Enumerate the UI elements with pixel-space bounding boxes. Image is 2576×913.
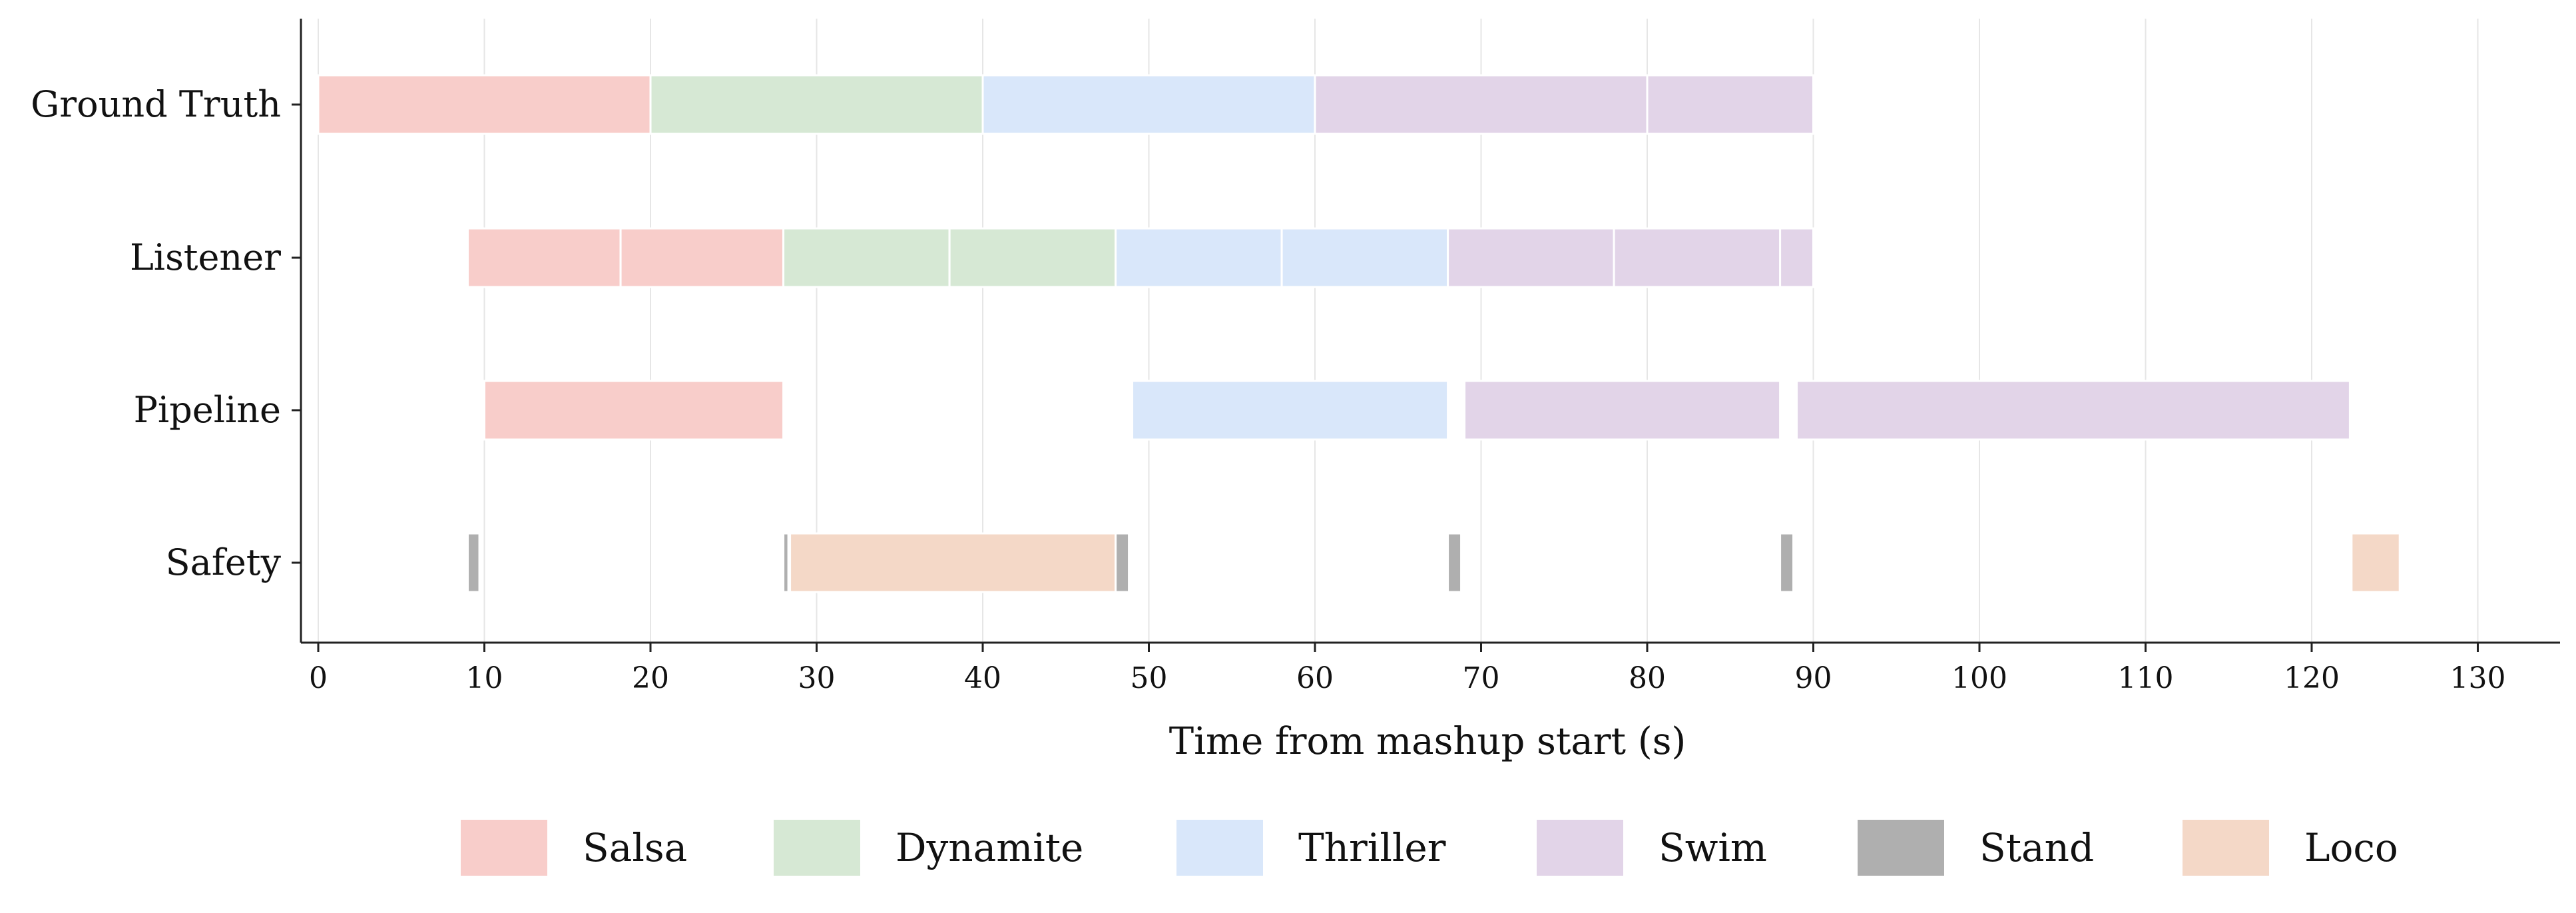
row-label: Pipeline — [134, 389, 281, 431]
x-tick-label: 130 — [2450, 661, 2506, 695]
legend-label: Salsa — [583, 825, 687, 870]
segment-bar-salsa — [619, 227, 785, 288]
segment-bar-swim — [1779, 227, 1815, 288]
legend-swatch — [1537, 820, 1623, 876]
x-tick-label: 80 — [1629, 661, 1666, 695]
legend-swatch — [1176, 820, 1263, 876]
legend-label: Loco — [2304, 825, 2398, 870]
legend-label: Swim — [1659, 825, 1767, 870]
segment-bar-dynamite — [649, 74, 984, 135]
segment-bar-salsa — [317, 74, 652, 135]
x-tick-label: 30 — [798, 661, 836, 695]
segment-bar-swim — [1613, 227, 1782, 288]
x-tick-label: 100 — [1951, 661, 2007, 695]
legend-label: Thriller — [1298, 825, 1446, 870]
segment-bar-stand — [1115, 532, 1131, 593]
x-tick-label: 120 — [2284, 661, 2340, 695]
row-label: Ground Truth — [31, 83, 281, 125]
x-tick-label: 50 — [1131, 661, 1168, 695]
legend: Salsa Dynamite Thriller Swim Stand Loco — [461, 820, 2398, 876]
segment-bar-loco — [789, 532, 1117, 593]
segment-bar-dynamite — [948, 227, 1117, 288]
x-tick-label: 110 — [2118, 661, 2174, 695]
legend-swatch — [774, 820, 860, 876]
x-tick-label: 40 — [964, 661, 1001, 695]
segment-bar-loco — [2350, 532, 2401, 593]
segment-bar-stand — [467, 532, 481, 593]
legend-swatch — [1858, 820, 1944, 876]
legend-swatch — [2183, 820, 2269, 876]
segment-bar-stand — [1779, 532, 1795, 593]
row-label: Safety — [166, 541, 282, 583]
legend-swatch — [461, 820, 547, 876]
segment-bar-stand — [1447, 532, 1463, 593]
row-label: Listener — [130, 236, 281, 278]
x-tick-label: 0 — [309, 661, 328, 695]
segment-bar-stand — [782, 532, 790, 593]
segment-bar-salsa — [467, 227, 622, 288]
segment-bar-thriller — [1280, 227, 1449, 288]
x-tick-label: 70 — [1463, 661, 1500, 695]
segment-bar-thriller — [1115, 227, 1283, 288]
segment-bar-swim — [1314, 74, 1649, 135]
segment-bar-salsa — [483, 380, 785, 441]
legend-label: Stand — [1979, 825, 2094, 870]
segment-bar-swim — [1646, 74, 1814, 135]
x-axis-label: Time from mashup start (s) — [1169, 720, 1686, 763]
x-tick-label: 90 — [1795, 661, 1832, 695]
legend-label: Dynamite — [896, 825, 1083, 870]
x-tick-label: 60 — [1296, 661, 1334, 695]
x-tick-label: 10 — [466, 661, 503, 695]
segment-bar-swim — [1463, 380, 1782, 441]
row-labels: Ground Truth Listener Pipeline Safety — [31, 83, 301, 583]
segment-bar-swim — [1447, 227, 1615, 288]
segment-bar-swim — [1796, 380, 2351, 441]
segment-bar-thriller — [1131, 380, 1449, 441]
x-tick-label: 20 — [632, 661, 669, 695]
segment-bars — [317, 74, 2401, 593]
x-ticks: 0 10 20 30 40 50 60 70 80 90 100 110 120 130 — [309, 643, 2505, 695]
axes — [300, 19, 2560, 644]
segment-bar-thriller — [981, 74, 1316, 135]
segment-bar-dynamite — [782, 227, 951, 288]
